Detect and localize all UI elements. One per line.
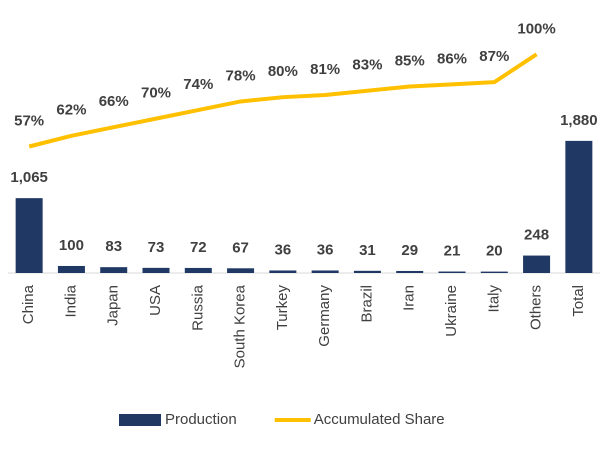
bar-value-label: 73	[148, 239, 165, 256]
x-tick-label: Iran	[401, 285, 418, 311]
line-value-label: 83%	[352, 57, 382, 74]
x-tick-label: Others	[528, 285, 545, 330]
x-tick-label: Russia	[189, 284, 206, 331]
bar-value-label: 83	[105, 238, 122, 255]
line-value-label: 57%	[14, 112, 44, 129]
bar	[142, 267, 170, 273]
line-value-label: 85%	[395, 52, 425, 69]
line-value-label: 100%	[517, 20, 555, 37]
line-value-label: 86%	[437, 50, 467, 67]
bar	[396, 270, 424, 273]
x-tick-label: China	[20, 284, 37, 324]
bar-value-label: 20	[486, 243, 503, 260]
line-value-label: 62%	[56, 102, 86, 119]
bar-value-label: 1,065	[10, 169, 48, 186]
bar	[269, 270, 297, 273]
bar-value-label: 36	[275, 241, 292, 258]
bar	[57, 265, 85, 273]
bar-value-label: 36	[317, 241, 334, 258]
line-value-label: 74%	[183, 76, 213, 93]
legend-label: Production	[165, 411, 237, 428]
bar-value-label: 1,880	[560, 112, 598, 129]
bar	[438, 271, 466, 273]
line	[28, 52, 538, 149]
bar-value-label: 100	[59, 237, 84, 254]
bar	[311, 270, 339, 273]
bar-value-label: 29	[401, 242, 418, 259]
x-tick-label: Ukraine	[443, 285, 460, 337]
line-value-label: 80%	[268, 63, 298, 80]
bar	[227, 268, 255, 273]
bar	[480, 271, 508, 273]
line-value-label: 78%	[226, 67, 256, 84]
bar-value-label: 72	[190, 239, 207, 256]
x-tick-label: Italy	[485, 285, 502, 313]
bar-value-label: 248	[524, 227, 549, 244]
line-value-label: 70%	[141, 85, 171, 102]
bar	[523, 255, 551, 273]
bar	[565, 140, 593, 273]
x-tick-label: Germany	[316, 285, 333, 347]
bar	[15, 198, 43, 273]
legend-swatch	[119, 414, 161, 426]
bar-value-label: 21	[444, 242, 461, 259]
x-tick-label: Japan	[105, 285, 122, 326]
x-tick-label: South Korea	[232, 284, 249, 368]
line-value-label: 66%	[99, 93, 129, 110]
legend-label: Accumulated Share	[314, 411, 445, 428]
x-tick-label: USA	[147, 285, 164, 316]
x-tick-label: Brazil	[358, 285, 375, 323]
x-tick-label: Total	[570, 285, 587, 317]
bar	[353, 270, 381, 273]
bar	[184, 267, 212, 273]
bar-value-label: 31	[359, 242, 376, 259]
x-tick-label: Turkey	[274, 285, 291, 331]
bar-value-label: 67	[232, 239, 249, 256]
x-tick-label: India	[62, 284, 79, 317]
line-value-label: 87%	[479, 48, 509, 65]
line-value-label: 81%	[310, 61, 340, 78]
bar	[100, 267, 128, 273]
